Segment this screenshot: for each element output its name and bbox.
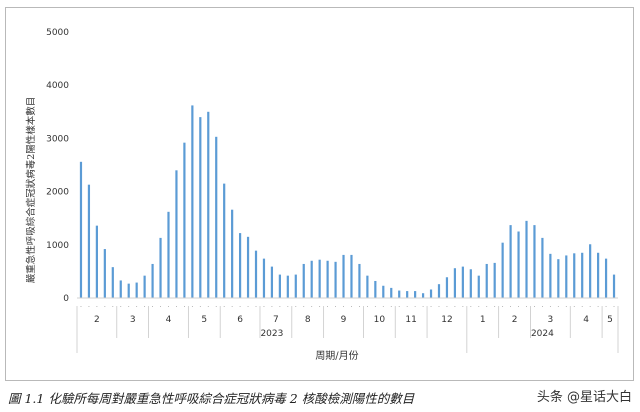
y-tick-label: 0 — [63, 294, 69, 304]
bar — [223, 183, 226, 298]
bar — [334, 261, 337, 298]
bar — [270, 266, 274, 298]
bar — [612, 274, 616, 298]
bar — [207, 111, 210, 298]
bar — [167, 211, 170, 298]
bar — [565, 255, 568, 298]
bar — [246, 236, 250, 298]
bar — [382, 285, 385, 298]
bar — [437, 284, 441, 298]
y-tick-label: 3000 — [46, 134, 69, 144]
month-tick-label: 7 — [273, 315, 279, 325]
x-axis-title: 周期/月份 — [315, 350, 358, 362]
bar — [366, 275, 369, 298]
bar — [533, 225, 536, 298]
month-tick-label: 3 — [130, 315, 136, 325]
bar — [517, 231, 520, 298]
bar — [374, 280, 377, 298]
month-tick-label: 3 — [548, 315, 554, 325]
bar — [414, 291, 417, 298]
bar — [175, 170, 178, 298]
bar — [254, 250, 258, 298]
bar — [509, 225, 512, 298]
bar — [461, 266, 464, 298]
bar — [199, 117, 202, 299]
bar — [183, 142, 186, 298]
y-tick-label: 4000 — [46, 81, 69, 91]
month-tick-label: 2 — [94, 315, 100, 325]
month-tick-label: 1 — [480, 315, 486, 325]
bar — [95, 225, 98, 298]
bar — [111, 267, 114, 298]
bar — [573, 253, 576, 298]
bar — [342, 254, 345, 298]
bar — [429, 289, 433, 298]
bar — [127, 283, 130, 298]
bar — [589, 244, 592, 298]
y-axis-title: 嚴重急性呼吸綜合症冠狀病毒2陽性樣本數目 — [25, 97, 37, 284]
month-tick-label: 8 — [305, 315, 311, 325]
bar — [581, 252, 584, 298]
bar — [135, 282, 138, 298]
bar — [143, 275, 146, 298]
bar — [231, 209, 234, 298]
bar — [350, 254, 353, 298]
bar — [262, 258, 266, 298]
bar — [278, 274, 281, 298]
bar — [310, 260, 313, 298]
month-tick-label: 2 — [512, 315, 518, 325]
bar — [215, 136, 218, 298]
month-tick-label: 10 — [374, 315, 386, 325]
bar — [326, 260, 329, 298]
bar — [557, 259, 560, 298]
month-tick-label: 6 — [237, 315, 243, 325]
bar — [485, 263, 488, 298]
month-tick-label: 11 — [405, 315, 416, 325]
bar — [398, 290, 401, 298]
bar — [159, 237, 162, 298]
month-tick-label: 9 — [341, 315, 347, 325]
bar — [286, 275, 289, 298]
bar — [469, 269, 472, 298]
bar — [302, 263, 305, 298]
bar — [119, 280, 122, 298]
month-tick-label: 12 — [441, 315, 452, 325]
bar — [501, 242, 504, 298]
bar — [87, 184, 91, 298]
bar — [541, 237, 544, 298]
bar — [390, 287, 393, 298]
bar — [318, 259, 321, 298]
bar — [151, 263, 154, 298]
bar — [493, 262, 496, 298]
bar — [79, 161, 83, 298]
bar — [103, 249, 106, 298]
bar — [604, 258, 608, 298]
figure-caption: 圖 1.1 化驗所每周對嚴重急性呼吸綜合症冠狀病毒 2 核酸檢測陽性的數目 — [8, 391, 415, 406]
bar — [294, 274, 297, 298]
bar — [525, 220, 528, 298]
year-label: 2023 — [260, 329, 283, 339]
year-label: 2024 — [531, 329, 554, 339]
bar — [238, 233, 242, 298]
bar — [191, 105, 194, 298]
month-tick-label: 4 — [166, 315, 172, 325]
chart-frame — [5, 7, 634, 381]
bar — [421, 293, 425, 298]
y-tick-label: 5000 — [46, 28, 69, 38]
bar — [445, 277, 449, 298]
bar — [597, 252, 600, 298]
month-tick-label: 5 — [607, 315, 613, 325]
bar — [477, 275, 480, 298]
bar — [358, 263, 361, 298]
watermark-text: 头条 @星话大白 — [536, 390, 632, 405]
month-tick-label: 4 — [583, 315, 589, 325]
bar — [406, 291, 409, 298]
bar-chart: 嚴重急性呼吸綜合症冠狀病毒2陽性樣本數目 0 1000 2000 3000 4000 50… — [25, 28, 619, 362]
month-tick-label: 5 — [201, 315, 207, 325]
y-tick-label: 2000 — [46, 188, 69, 198]
bar — [549, 253, 552, 298]
y-tick-label: 1000 — [46, 241, 69, 251]
bar — [453, 268, 457, 298]
